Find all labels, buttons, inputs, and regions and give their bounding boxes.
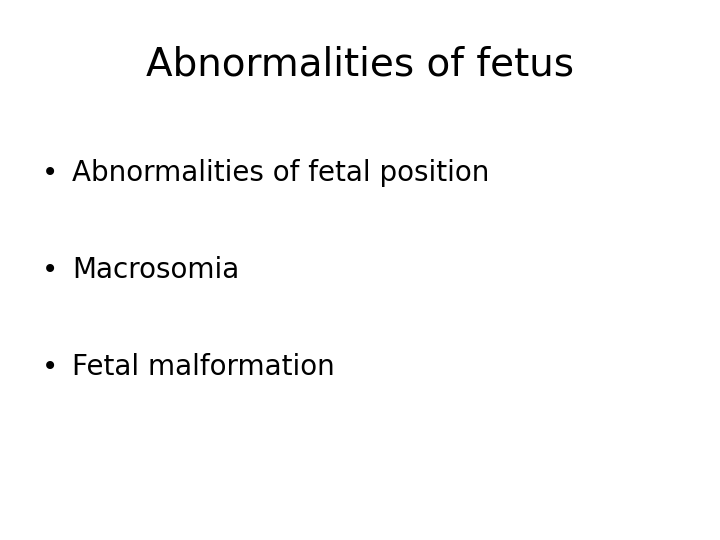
Text: Fetal malformation: Fetal malformation bbox=[72, 353, 335, 381]
Text: •: • bbox=[42, 256, 58, 284]
Text: •: • bbox=[42, 159, 58, 187]
Text: Abnormalities of fetal position: Abnormalities of fetal position bbox=[72, 159, 490, 187]
Text: •: • bbox=[42, 353, 58, 381]
Text: Macrosomia: Macrosomia bbox=[72, 256, 239, 284]
Text: Abnormalities of fetus: Abnormalities of fetus bbox=[146, 46, 574, 84]
